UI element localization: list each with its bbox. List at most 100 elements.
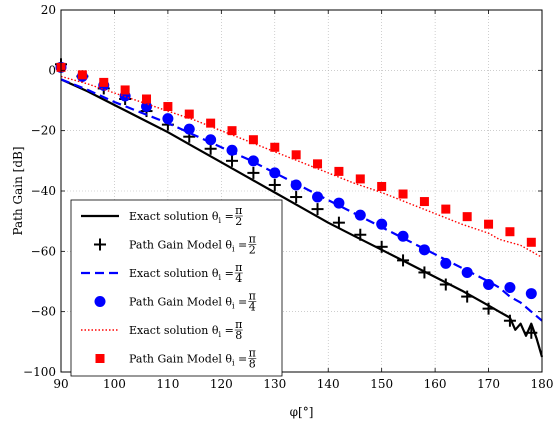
series-3-point [525, 288, 537, 300]
series-5-point [419, 197, 429, 207]
x-tick-label: 180 [531, 377, 554, 391]
legend-frac-num: π [235, 204, 242, 217]
legend-label-sub: i [232, 359, 235, 368]
x-tick-label: 150 [370, 377, 393, 391]
series-5-point [184, 109, 194, 119]
series-5-point [505, 227, 515, 237]
legend-label-4: Exact solution θi = [129, 324, 234, 339]
series-1-point [439, 278, 452, 291]
legend-label-sub: i [232, 302, 235, 311]
legend-frac-num: π [249, 290, 256, 303]
y-tick-label: −80 [31, 305, 56, 319]
series-1-point [375, 240, 388, 253]
legend-label-main: Exact solution θ [129, 210, 219, 223]
x-tick-label: 170 [477, 377, 500, 391]
series-5-point [398, 189, 408, 199]
series-3-point [162, 113, 174, 125]
series-3-point [247, 155, 259, 167]
legend-label-3: Path Gain Model θi = [129, 296, 247, 311]
series-5-point [99, 77, 109, 87]
series-5-point [227, 126, 237, 136]
series-3-point [333, 197, 345, 209]
x-tick-label: 160 [424, 377, 447, 391]
x-tick-label: 140 [317, 377, 340, 391]
series-5-point [142, 94, 152, 104]
legend-swatch-5 [95, 354, 105, 363]
legend-label-eq: = [235, 353, 248, 366]
series-1-point [311, 203, 324, 216]
legend-frac-num: π [235, 318, 242, 331]
y-tick-label: 20 [41, 3, 56, 17]
legend-box [70, 199, 283, 377]
series-3-point [312, 191, 324, 203]
series-1-point [461, 290, 474, 303]
series-3-point [461, 266, 473, 278]
y-tick-label: −100 [23, 365, 56, 379]
legend-label-main: Path Gain Model θ [129, 353, 232, 366]
series-1-point [290, 191, 303, 204]
series-1-point [247, 166, 260, 179]
legend-label-eq: = [235, 296, 248, 309]
series-3-point [504, 282, 516, 294]
legend-label-sub: i [232, 245, 235, 254]
legend-frac-num: π [235, 261, 242, 274]
series-5-point [206, 118, 216, 128]
legend-label-eq: = [235, 239, 248, 252]
legend-frac-den: 4 [235, 272, 242, 285]
series-1-point [503, 314, 516, 327]
series-5-point [462, 212, 472, 222]
legend-frac-num: π [249, 233, 256, 246]
legend-label-1: Path Gain Model θi = [129, 239, 247, 254]
y-tick-label: 0 [48, 63, 56, 77]
series-5-point [270, 142, 280, 152]
series-5-point [77, 70, 87, 80]
series-5-point [291, 150, 301, 160]
legend-label-sub: i [219, 273, 222, 282]
series-1-point [525, 326, 538, 339]
series-1-point [332, 216, 345, 229]
legend-label-main: Exact solution θ [129, 324, 219, 337]
x-tick-label: 120 [210, 377, 233, 391]
x-tick-label: 90 [53, 377, 68, 391]
series-3-point [483, 279, 495, 291]
y-tick-label: −40 [31, 184, 56, 198]
axis-ticks: 90 100 110 120 130 140 150 160 170 180 20 0 −20 −40 −6… [23, 3, 553, 391]
legend-label-main: Path Gain Model θ [129, 296, 232, 309]
series-5-point [526, 237, 536, 247]
legend-label-main: Path Gain Model θ [129, 239, 232, 252]
series-3-point [440, 257, 452, 269]
legend-frac-num: π [249, 347, 256, 360]
series-1-point [226, 154, 239, 167]
legend-label-0: Exact solution θi = [129, 210, 234, 225]
legend-frac-den: 8 [249, 358, 256, 371]
series-3-point [269, 167, 281, 179]
y-axis-label: Path Gain [dB] [11, 146, 25, 235]
legend-label-5: Path Gain Model θi = [129, 353, 247, 368]
y-tick-label: −60 [31, 244, 56, 258]
series-1-point [397, 254, 410, 267]
series-5-point [120, 85, 130, 95]
series-5-point [248, 135, 258, 145]
legend-label-main: Exact solution θ [129, 267, 219, 280]
series-5-point [377, 181, 387, 191]
legend-frac-den: 8 [235, 329, 242, 342]
legend-label-eq: = [221, 324, 234, 337]
legend-swatch-1 [94, 238, 106, 251]
series-3-point [290, 179, 302, 191]
legend-frac-den: 2 [249, 244, 256, 257]
series-3-point [141, 101, 153, 113]
legend-label-2: Exact solution θi = [129, 267, 234, 282]
grid [61, 10, 542, 372]
series-3-point [418, 244, 430, 256]
series-3-point [354, 209, 366, 221]
x-tick-label: 110 [156, 377, 179, 391]
series-1-point [418, 266, 431, 279]
legend-swatch-3 [94, 296, 106, 307]
series-3-point [205, 134, 217, 146]
series-5-point [313, 159, 323, 169]
series-5-point [484, 219, 494, 229]
legend-label-eq: = [221, 210, 234, 223]
series-5-point [334, 166, 344, 176]
legend-label-sub: i [219, 216, 222, 225]
